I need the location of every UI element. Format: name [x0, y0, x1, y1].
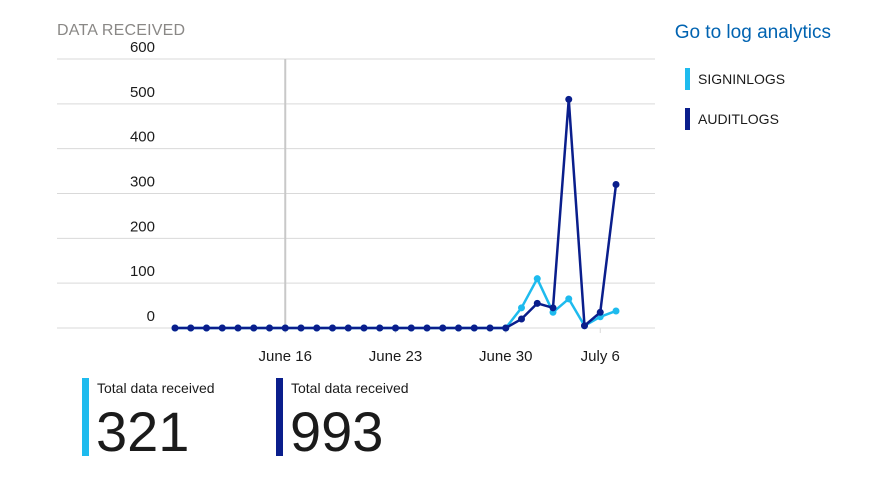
point-auditlogs-25 — [565, 95, 573, 103]
tile-value-signinlogs: 321 — [96, 400, 190, 463]
point-auditlogs-6 — [266, 324, 273, 332]
point-auditlogs-19 — [470, 324, 478, 332]
legend-item-auditlogs[interactable]: AUDITLOGS — [685, 108, 785, 130]
data-received-chart: 0 100 200 300 400 500 600 June 16 June 23 June 30… — [57, 39, 655, 365]
x-tick-label-3: July 6 — [581, 348, 620, 365]
y-tick-label-200: 200 — [130, 218, 155, 235]
point-auditlogs-24 — [549, 304, 557, 312]
x-tick-label-2: June 30 — [479, 348, 532, 365]
total-auditlogs-tile[interactable]: Total data received 993 — [276, 378, 446, 463]
point-auditlogs-4 — [234, 324, 242, 332]
point-auditlogs-22 — [518, 315, 525, 323]
point-auditlogs-8 — [297, 324, 305, 332]
point-auditlogs-0 — [171, 324, 179, 332]
point-signinlogs-22 — [518, 304, 525, 312]
y-tick-label-600: 600 — [130, 39, 155, 56]
legend-label-signinlogs: SIGNINLOGS — [698, 71, 786, 87]
point-auditlogs-14 — [392, 324, 399, 332]
tile-value-auditlogs: 993 — [290, 400, 384, 463]
series-line-signinlogs — [175, 277, 617, 330]
point-auditlogs-7 — [281, 324, 289, 332]
legend-label-auditlogs: AUDITLOGS — [698, 111, 779, 127]
point-auditlogs-17 — [439, 324, 447, 332]
point-auditlogs-9 — [313, 324, 321, 332]
tile-label-signinlogs: Total data received — [97, 380, 215, 396]
point-auditlogs-27 — [596, 308, 604, 316]
point-signinlogs-25 — [565, 295, 573, 303]
point-auditlogs-12 — [360, 324, 368, 332]
go-to-log-analytics-link[interactable]: Go to log analytics — [674, 22, 831, 43]
chart-legend: SIGNINLOGS AUDITLOGS — [685, 68, 785, 148]
point-auditlogs-18 — [455, 324, 462, 332]
point-auditlogs-21 — [502, 324, 510, 332]
y-tick-label-300: 300 — [130, 174, 155, 191]
tile-label-auditlogs: Total data received — [291, 380, 409, 396]
total-signinlogs-tile[interactable]: Total data received 321 — [82, 378, 252, 463]
y-tick-label-500: 500 — [130, 84, 155, 101]
point-auditlogs-20 — [486, 324, 494, 332]
x-tick-label-0: June 16 — [259, 348, 312, 365]
point-auditlogs-5 — [250, 324, 258, 332]
chart-title: DATA RECEIVED — [57, 22, 186, 39]
point-auditlogs-1 — [187, 324, 195, 332]
point-auditlogs-23 — [533, 299, 541, 307]
y-tick-label-400: 400 — [130, 129, 155, 146]
point-auditlogs-13 — [376, 324, 384, 332]
point-auditlogs-2 — [203, 324, 210, 332]
point-signinlogs-23 — [533, 275, 541, 283]
point-auditlogs-28 — [612, 181, 620, 189]
point-auditlogs-3 — [218, 324, 226, 332]
point-auditlogs-26 — [581, 322, 588, 330]
point-auditlogs-15 — [407, 324, 415, 332]
point-signinlogs-28 — [612, 307, 620, 315]
legend-swatch-signinlogs — [685, 68, 690, 90]
legend-swatch-auditlogs — [685, 108, 690, 130]
y-tick-label-100: 100 — [130, 263, 155, 280]
point-auditlogs-10 — [329, 324, 336, 332]
tile-bar-auditlogs — [276, 378, 283, 456]
legend-item-signinlogs[interactable]: SIGNINLOGS — [685, 68, 785, 90]
tile-bar-signinlogs — [82, 378, 89, 456]
point-auditlogs-16 — [423, 324, 431, 332]
x-tick-label-1: June 23 — [369, 348, 422, 365]
y-tick-label-0: 0 — [147, 308, 155, 325]
point-auditlogs-11 — [344, 324, 352, 332]
series-line-auditlogs — [175, 98, 618, 330]
